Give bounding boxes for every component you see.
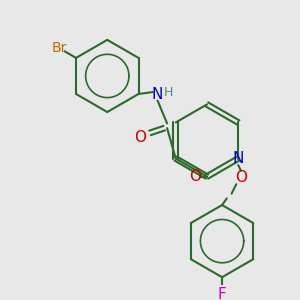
Text: N: N [152,87,163,102]
Text: F: F [218,287,226,300]
Text: Br: Br [51,41,67,56]
Text: N: N [232,151,244,166]
Text: O: O [134,130,146,145]
Text: H: H [163,85,173,99]
Text: O: O [235,170,247,185]
Text: O: O [190,169,202,184]
